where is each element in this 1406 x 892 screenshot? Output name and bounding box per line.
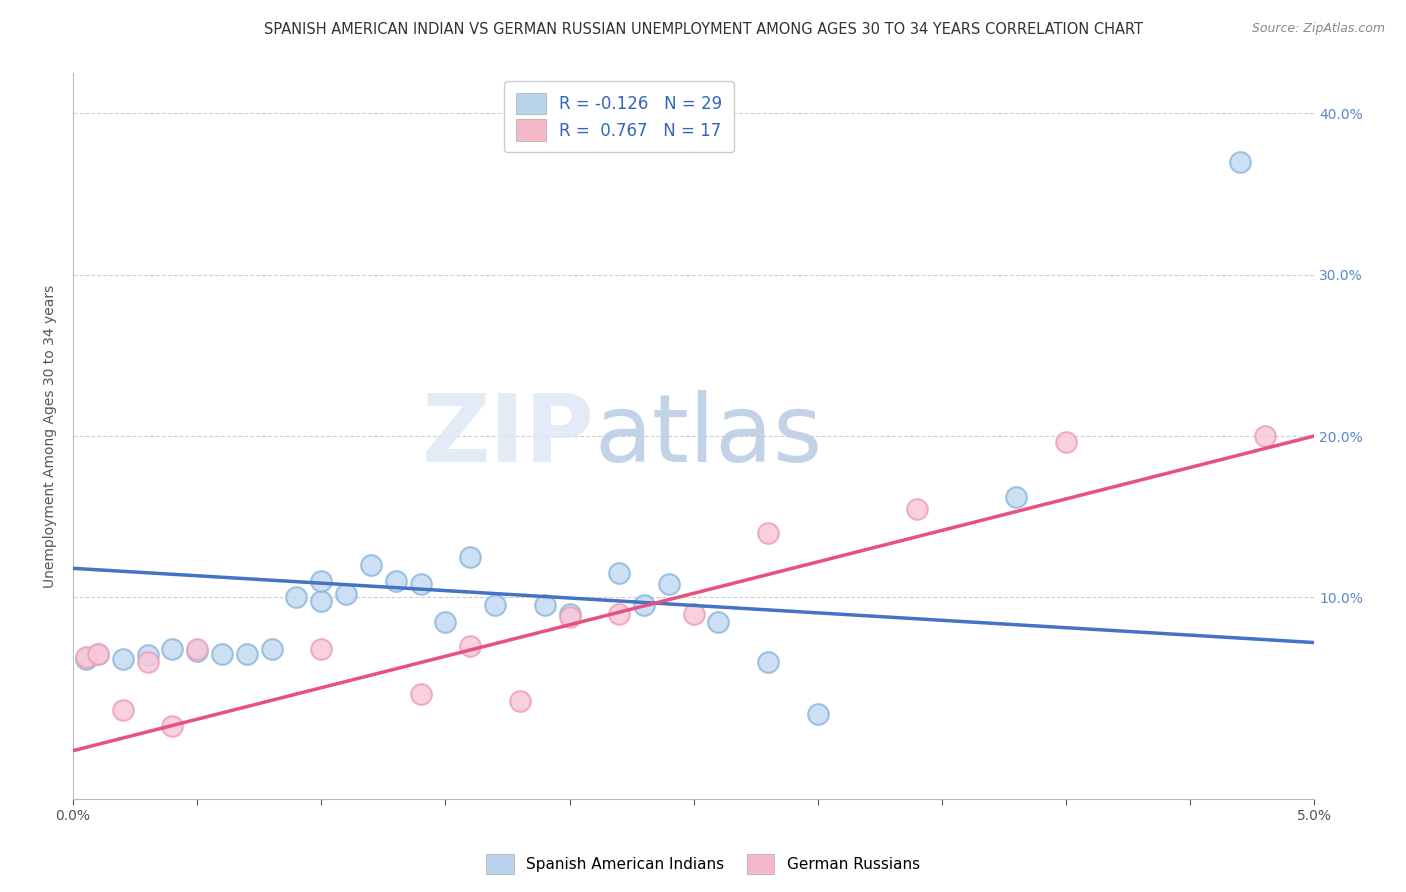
Point xyxy=(335,587,357,601)
Point xyxy=(236,647,259,661)
Point xyxy=(807,706,830,721)
Point xyxy=(682,607,704,621)
Text: Source: ZipAtlas.com: Source: ZipAtlas.com xyxy=(1251,22,1385,36)
Point xyxy=(409,687,432,701)
Point xyxy=(87,647,110,661)
Point xyxy=(707,615,730,629)
Point xyxy=(905,501,928,516)
Point xyxy=(87,647,110,661)
Point xyxy=(111,651,134,665)
Point xyxy=(186,642,208,657)
Point xyxy=(285,591,308,605)
Text: atlas: atlas xyxy=(595,390,823,482)
Point xyxy=(558,607,581,621)
Point xyxy=(136,648,159,663)
Legend: Spanish American Indians, German Russians: Spanish American Indians, German Russian… xyxy=(479,848,927,880)
Point xyxy=(1005,491,1028,505)
Point xyxy=(756,655,779,669)
Point xyxy=(1253,429,1275,443)
Point xyxy=(484,599,506,613)
Point xyxy=(136,655,159,669)
Point xyxy=(186,643,208,657)
Point xyxy=(211,647,233,661)
Point xyxy=(311,593,333,607)
Point xyxy=(360,558,382,573)
Point xyxy=(558,609,581,624)
Point xyxy=(162,642,184,657)
Point xyxy=(409,577,432,591)
Point xyxy=(607,566,630,581)
Legend: R = -0.126   N = 29, R =  0.767   N = 17: R = -0.126 N = 29, R = 0.767 N = 17 xyxy=(505,81,734,153)
Text: SPANISH AMERICAN INDIAN VS GERMAN RUSSIAN UNEMPLOYMENT AMONG AGES 30 TO 34 YEARS: SPANISH AMERICAN INDIAN VS GERMAN RUSSIA… xyxy=(263,22,1143,37)
Point xyxy=(1229,154,1251,169)
Y-axis label: Unemployment Among Ages 30 to 34 years: Unemployment Among Ages 30 to 34 years xyxy=(44,285,58,588)
Point xyxy=(1054,435,1077,450)
Text: ZIP: ZIP xyxy=(422,390,595,482)
Point xyxy=(111,703,134,717)
Point xyxy=(311,642,333,657)
Point xyxy=(633,599,655,613)
Point xyxy=(756,525,779,540)
Point xyxy=(458,549,481,564)
Point xyxy=(75,651,97,665)
Point xyxy=(607,607,630,621)
Point xyxy=(458,639,481,653)
Point xyxy=(434,615,457,629)
Point xyxy=(384,574,406,589)
Point xyxy=(260,642,283,657)
Point xyxy=(75,650,97,665)
Point xyxy=(658,577,681,591)
Point xyxy=(162,719,184,733)
Point xyxy=(509,693,531,707)
Point xyxy=(311,574,333,589)
Point xyxy=(533,599,555,613)
